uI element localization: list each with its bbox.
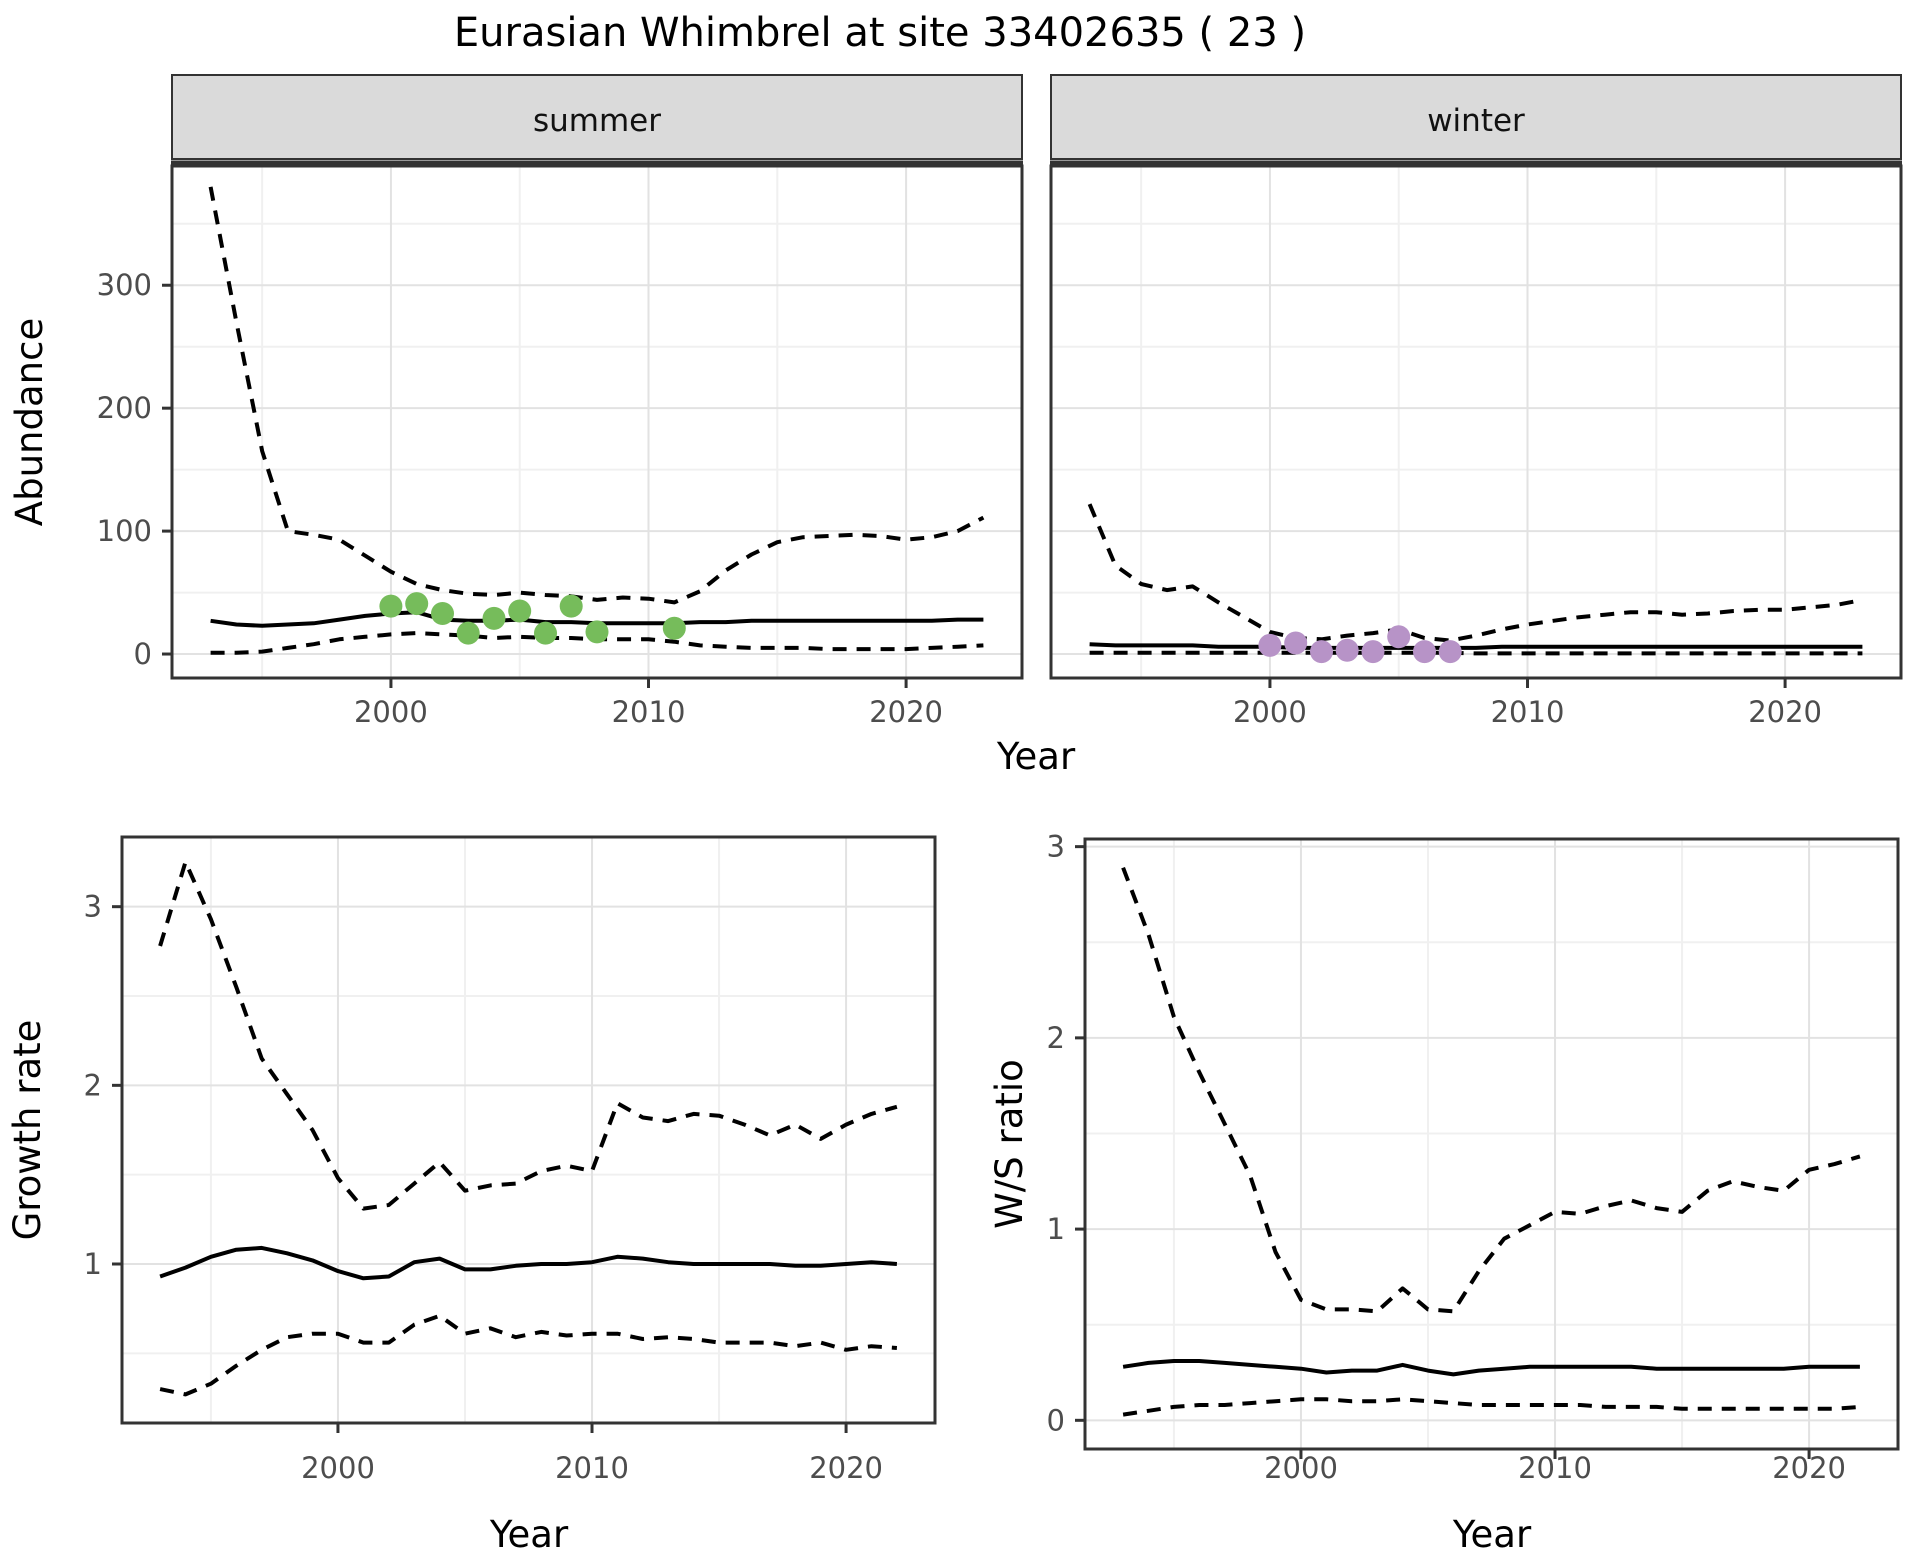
chart-title: Eurasian Whimbrel at site 33402635 ( 23 …: [454, 10, 1306, 56]
x-tick-label: 2010: [612, 695, 686, 729]
data-point-abundance_winter: [1284, 631, 1308, 655]
y-axis-title-abundance: Abundance: [8, 318, 51, 526]
median-line-abundance_winter: [1089, 642, 1863, 650]
data-point-abundance_winter: [1310, 640, 1333, 664]
y-tick-label: 0: [1047, 1403, 1065, 1437]
x-tick-label: 2000: [1264, 1451, 1338, 1485]
x-axis-title-growth: Year: [489, 1513, 569, 1556]
x-tick-label: 2020: [809, 1451, 883, 1485]
x-axis-title-top: Year: [996, 735, 1076, 778]
ci-line-abundance_winter: [1087, 503, 1863, 643]
data-point-abundance_summer: [662, 616, 686, 640]
panel-border-ws_ratio: [1083, 837, 1900, 1451]
panel-background-abundance_winter: [1051, 166, 1901, 678]
y-tick-label: 3: [84, 890, 102, 924]
x-tick-label: 2020: [869, 695, 943, 729]
facet-strip-winter: [1050, 74, 1902, 160]
data-point-abundance_winter: [1258, 633, 1282, 657]
facet-strip-summer: [171, 74, 1023, 160]
x-tick-label: 2010: [1491, 695, 1565, 729]
panel-background-growth_rate: [122, 837, 935, 1423]
data-point-abundance_summer: [456, 621, 480, 645]
data-point-abundance_winter: [1335, 638, 1359, 662]
data-point-abundance_summer: [379, 594, 403, 618]
median-line-growth_rate: [159, 1245, 898, 1281]
x-tick-label: 2020: [1748, 695, 1822, 729]
x-tick-label: 2000: [354, 695, 428, 729]
ci-line-ws_ratio: [1121, 866, 1861, 1314]
y-tick-label: 0: [134, 637, 152, 671]
y-axis-title-ws: W/S ratio: [988, 1059, 1031, 1229]
ci-line-abundance_winter: [1089, 650, 1863, 656]
facet-label-summer: summer: [533, 103, 661, 139]
ci-line-ws_ratio: [1122, 1397, 1861, 1417]
data-point-abundance_summer: [431, 602, 454, 625]
data-point-abundance_summer: [559, 594, 583, 618]
x-tick-label: 2010: [555, 1451, 629, 1485]
data-point-abundance_summer: [405, 592, 429, 616]
y-tick-label: 200: [97, 391, 152, 425]
y-tick-label: 100: [97, 514, 152, 548]
x-axis-title-ws: Year: [1452, 1513, 1532, 1556]
x-tick-label: 2000: [1233, 695, 1307, 729]
data-point-abundance_summer: [508, 599, 532, 623]
y-tick-label: 3: [1047, 830, 1065, 864]
facet-label-winter: winter: [1427, 103, 1525, 139]
y-tick-label: 2: [1047, 1021, 1065, 1055]
x-tick-label: 2020: [1772, 1451, 1846, 1485]
y-tick-label: 1: [1047, 1212, 1065, 1246]
data-point-abundance_summer: [482, 606, 506, 630]
data-point-abundance_summer: [585, 620, 609, 644]
y-tick-label: 300: [97, 268, 152, 302]
y-tick-label: 2: [84, 1068, 102, 1102]
y-tick-label: 1: [84, 1247, 102, 1281]
panel-border-abundance_winter: [1049, 164, 1903, 680]
panel-border-abundance_summer: [170, 164, 1024, 680]
ci-line-growth_rate: [158, 860, 898, 1211]
data-point-abundance_winter: [1387, 625, 1411, 649]
x-tick-label: 2000: [301, 1451, 375, 1485]
ci-line-growth_rate: [159, 1313, 898, 1397]
data-point-abundance_winter: [1413, 640, 1436, 664]
x-tick-label: 2010: [1518, 1451, 1592, 1485]
data-point-abundance_winter: [1438, 640, 1462, 664]
median-line-ws_ratio: [1122, 1359, 1860, 1377]
ci-line-abundance_summer: [208, 186, 985, 605]
panel-background-ws_ratio: [1085, 839, 1898, 1449]
panel-border-growth_rate: [120, 835, 937, 1425]
data-point-abundance_summer: [534, 621, 557, 645]
data-point-abundance_winter: [1361, 640, 1385, 664]
y-axis-title-growth: Growth rate: [6, 1020, 49, 1241]
